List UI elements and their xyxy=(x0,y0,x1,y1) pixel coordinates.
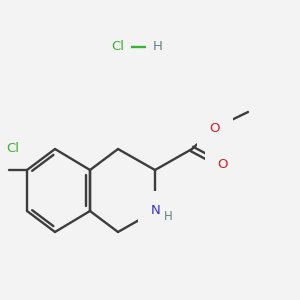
Text: N: N xyxy=(151,205,161,218)
Text: Cl: Cl xyxy=(6,142,19,155)
Text: H: H xyxy=(153,40,163,53)
Text: H: H xyxy=(164,211,172,224)
Text: O: O xyxy=(210,122,220,134)
Text: Cl: Cl xyxy=(112,40,124,53)
Text: O: O xyxy=(218,158,228,172)
